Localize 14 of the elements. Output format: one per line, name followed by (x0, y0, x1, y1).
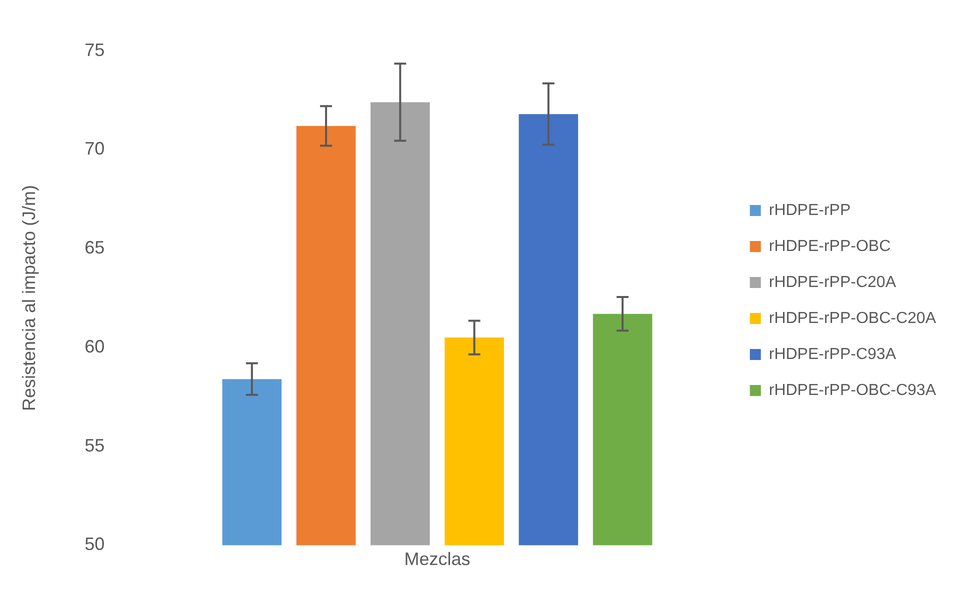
legend-label: rHDPE-rPP-C93A (768, 346, 896, 363)
y-tick-label: 55 (84, 435, 105, 456)
x-axis-title: Mezclas (404, 548, 470, 569)
legend-label: rHDPE-rPP-OBC-C20A (768, 310, 936, 327)
y-tick-label: 65 (84, 238, 105, 258)
legend-label: rHDPE-rPP-OBC-C93A (768, 382, 936, 399)
legend-label: rHDPE-rPP-OBC (768, 238, 891, 255)
legend-label: rHDPE-rPP-C20A (768, 274, 896, 291)
y-tick-label: 75 (84, 40, 105, 60)
legend-label: rHDPE-rPP (768, 202, 851, 219)
y-tick-label: 60 (84, 336, 105, 356)
y-axis-title: Resistencia al impacto (J/m) (18, 184, 39, 412)
y-tick-label: 70 (84, 138, 105, 159)
y-tick-label: 50 (84, 534, 105, 554)
